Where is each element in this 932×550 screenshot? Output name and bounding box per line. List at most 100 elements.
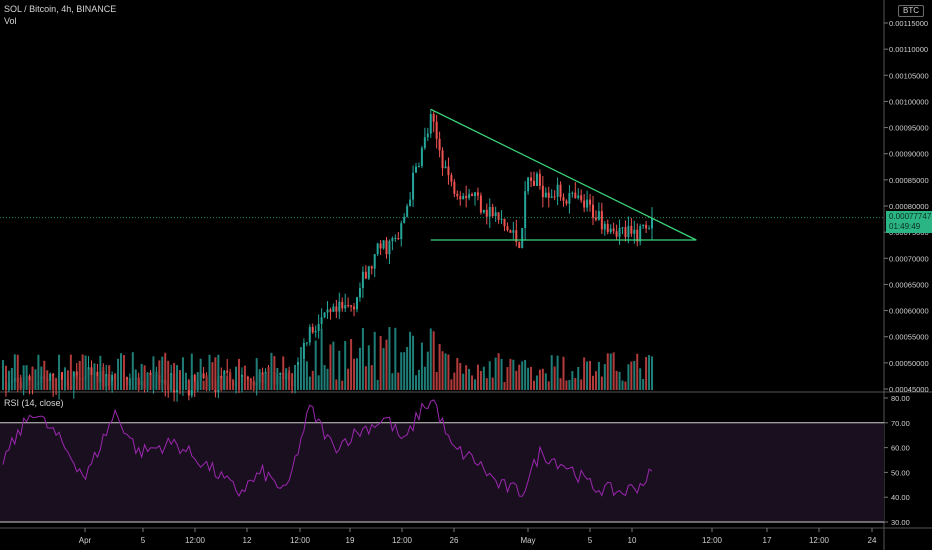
candle-body [639,226,642,242]
volume-bar [388,327,391,390]
volume-bar [226,376,229,390]
candle-body [412,172,415,200]
volume-bar [105,376,108,390]
candle-body [246,376,249,380]
volume-bar [190,353,193,390]
volume-bar [134,369,137,390]
volume-bar [146,372,149,390]
volume-bar [28,380,31,390]
volume-bar [137,377,140,390]
volume-bar [420,342,423,390]
candle-body [438,138,441,151]
volume-bar [179,370,181,390]
volume-bar [565,380,568,390]
volume-group [2,327,653,390]
volume-bar [417,369,420,390]
candle-body [279,372,282,376]
volume-bar [406,347,409,390]
candle-body [471,194,474,197]
volume-bar [285,368,288,390]
volume-bar [541,368,544,390]
volume-bar [586,361,589,390]
volume-bar [84,355,87,390]
candle-body [314,330,317,333]
volume-bar [320,328,323,390]
volume-bar [258,369,261,390]
volume-bar [255,358,258,390]
candle-body [356,297,358,310]
volume-bar [99,355,102,390]
candle-body [435,121,438,139]
volume-bar [364,366,367,390]
candle-body [485,209,488,217]
candle-body [521,227,524,249]
candle-body [476,192,479,196]
candle-body [562,197,565,201]
candle-body [497,212,500,220]
volume-bar [435,371,438,390]
volume-bar [22,365,25,390]
volume-bar [332,341,335,390]
volume-bar [252,380,255,390]
volume-bar [636,353,639,390]
candle-body [609,228,612,233]
volume-bar [379,336,382,390]
currency-badge[interactable]: BTC [898,5,924,17]
volume-bar [462,373,465,390]
volume-bar [46,370,49,390]
volume-bar [559,378,562,390]
volume-bar [288,370,291,390]
volume-bar [314,340,317,390]
price-tick-label: 0.00065000 [889,280,929,289]
candle-body [527,177,530,192]
candle-body [226,370,229,373]
time-tick-label: 12:00 [290,536,311,545]
volume-bar [394,327,397,390]
rsi-tick-label: 30.00 [891,518,910,527]
candle-body [400,223,403,240]
candle-body [621,227,624,229]
price-tick-label: 0.00055000 [889,333,929,342]
volume-bar [651,356,653,390]
volume-bar [211,362,214,390]
volume-bar [220,378,223,390]
volume-bar [606,353,609,390]
volume-bar [568,379,571,390]
volume-bar [122,355,125,390]
candle-body [465,195,468,199]
volume-bar [447,354,450,390]
volume-bar [276,367,279,390]
volume-bar [217,354,220,390]
volume-bar [624,381,627,390]
candle-body [332,306,335,312]
candle-body [630,225,633,234]
candle-body [524,191,527,228]
volume-bar [170,374,173,390]
volume-bar [589,360,592,390]
candle-body [648,228,651,230]
volume-bar [521,361,524,390]
volume-bar [639,368,642,390]
candle-body [420,147,423,167]
volume-bar [494,357,497,390]
volume-bar [308,376,311,390]
volume-bar [335,379,338,390]
volume-bar [273,356,276,390]
candle-body [479,195,482,213]
volume-bar [128,377,131,390]
candle-body [574,192,577,199]
candle-body [367,266,370,279]
volume-bar [31,366,34,390]
candle-body [488,207,491,217]
volume-bar [55,377,58,390]
candle-body [538,173,541,186]
time-tick-label: 5 [588,536,593,545]
candle-body [535,173,538,186]
candle-body [594,217,597,220]
volume-label: Vol [4,16,17,26]
volume-bar [562,356,565,390]
candle-body [500,218,503,220]
candle-body [347,305,350,307]
volume-bar [87,369,90,390]
